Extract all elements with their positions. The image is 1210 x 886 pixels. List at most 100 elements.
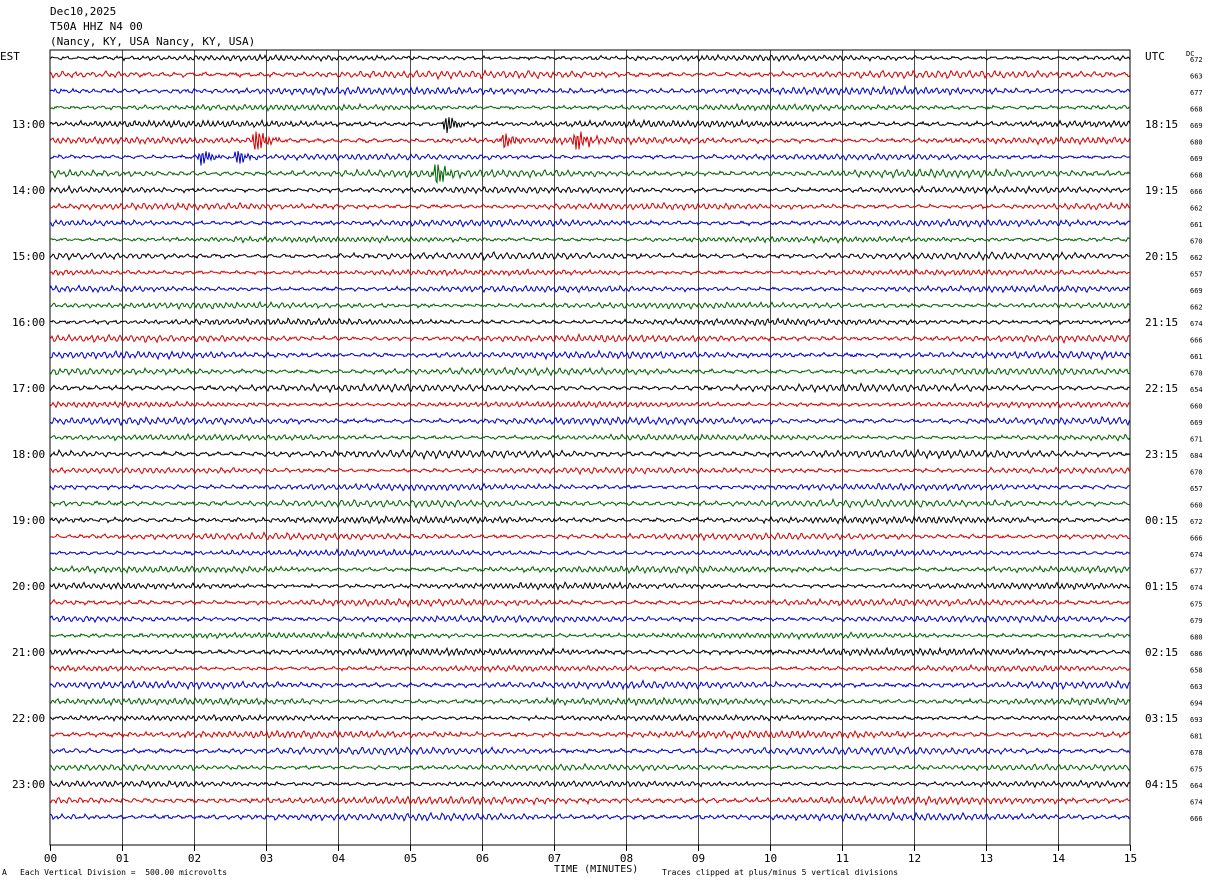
trace-7 xyxy=(49,164,1131,185)
x-tick-label-14: 14 xyxy=(1052,852,1066,865)
trace-19 xyxy=(49,366,1131,377)
x-tick-label-03: 03 xyxy=(260,852,273,865)
est-hour-label-2100: 21:00 xyxy=(12,646,45,659)
dc-offset-27: 660 xyxy=(1190,502,1203,510)
dc-offset-39: 694 xyxy=(1190,700,1203,708)
est-hour-label-1600: 16:00 xyxy=(12,316,45,329)
trace-8 xyxy=(49,184,1131,195)
dc-offset-18: 661 xyxy=(1190,353,1203,361)
dc-offset-26: 657 xyxy=(1190,485,1203,493)
trace-24 xyxy=(49,448,1131,461)
trace-40 xyxy=(49,713,1131,722)
trace-26 xyxy=(49,482,1131,492)
dc-offset-31: 677 xyxy=(1190,568,1203,576)
dc-offset-32: 674 xyxy=(1190,584,1203,592)
trace-43 xyxy=(49,762,1131,772)
trace-13 xyxy=(49,268,1131,277)
trace-25 xyxy=(49,466,1131,476)
trace-37 xyxy=(49,663,1131,673)
utc-hour-label-1815: 18:15 xyxy=(1145,118,1178,131)
dc-offset-4: 669 xyxy=(1190,122,1203,130)
dc-offset-23: 671 xyxy=(1190,436,1203,444)
clip-note: Traces clipped at plus/minus 5 vertical … xyxy=(662,868,899,877)
chart-location: (Nancy, KY, USA Nancy, KY, USA) xyxy=(50,35,256,48)
dc-offset-30: 674 xyxy=(1190,551,1203,559)
trace-38 xyxy=(49,679,1131,691)
trace-17 xyxy=(49,333,1131,345)
dc-offset-9: 662 xyxy=(1190,205,1203,213)
trace-23 xyxy=(49,432,1131,442)
right-timezone-label: UTC xyxy=(1145,50,1165,63)
utc-hour-label-2215: 22:15 xyxy=(1145,382,1178,395)
trace-16 xyxy=(49,317,1131,327)
trace-11 xyxy=(49,234,1131,245)
trace-3 xyxy=(49,102,1131,113)
dc-offset-24: 684 xyxy=(1190,452,1203,460)
trace-20 xyxy=(49,382,1131,394)
dc-offset-13: 657 xyxy=(1190,271,1203,279)
trace-44 xyxy=(49,779,1131,789)
dc-offset-41: 681 xyxy=(1190,733,1203,741)
left-timezone-label: EST xyxy=(0,50,20,63)
x-tick-label-10: 10 xyxy=(764,852,777,865)
trace-14 xyxy=(49,284,1131,294)
scale-note: Each Vertical Division = 500.00 microvol… xyxy=(20,868,228,877)
utc-hour-label-0115: 01:15 xyxy=(1145,580,1178,593)
x-tick-label-08: 08 xyxy=(620,852,633,865)
dc-offset-header: DC xyxy=(1186,50,1195,58)
dc-offset-40: 693 xyxy=(1190,716,1203,724)
x-tick-label-09: 09 xyxy=(692,852,705,865)
dc-offset-46: 666 xyxy=(1190,815,1203,823)
est-hour-label-1800: 18:00 xyxy=(12,448,45,461)
utc-hour-label-1915: 19:15 xyxy=(1145,184,1178,197)
trace-42 xyxy=(49,745,1131,756)
dc-offset-19: 670 xyxy=(1190,370,1203,378)
trace-6 xyxy=(49,150,1131,166)
trace-12 xyxy=(49,250,1131,262)
dc-offset-8: 666 xyxy=(1190,188,1203,196)
x-tick-label-00: 00 xyxy=(44,852,57,865)
trace-21 xyxy=(49,400,1130,409)
chart-channel: T50A HHZ N4 00 xyxy=(50,20,143,33)
trace-18 xyxy=(49,349,1131,361)
trace-31 xyxy=(49,564,1131,575)
trace-2 xyxy=(49,84,1131,97)
trace-22 xyxy=(49,415,1131,427)
trace-1 xyxy=(49,68,1131,81)
dc-offset-17: 666 xyxy=(1190,337,1203,345)
utc-hour-label-0415: 04:15 xyxy=(1145,778,1178,791)
dc-offset-3: 668 xyxy=(1190,106,1203,114)
utc-hour-label-2115: 21:15 xyxy=(1145,316,1178,329)
dc-offset-44: 664 xyxy=(1190,782,1203,790)
trace-32 xyxy=(49,581,1131,591)
x-tick-label-01: 01 xyxy=(116,852,129,865)
trace-33 xyxy=(49,597,1131,608)
trace-45 xyxy=(49,795,1131,807)
trace-15 xyxy=(49,300,1131,311)
dc-offset-43: 675 xyxy=(1190,766,1203,774)
dc-offset-36: 686 xyxy=(1190,650,1203,658)
trace-34 xyxy=(49,614,1131,624)
est-hour-label-1300: 13:00 xyxy=(12,118,45,131)
est-hour-label-2300: 23:00 xyxy=(12,778,45,791)
x-tick-label-12: 12 xyxy=(908,852,921,865)
trace-9 xyxy=(49,201,1131,211)
est-hour-label-1400: 14:00 xyxy=(12,184,45,197)
x-tick-label-06: 06 xyxy=(476,852,489,865)
est-hour-label-1900: 19:00 xyxy=(12,514,45,527)
dc-offset-2: 677 xyxy=(1190,89,1203,97)
x-tick-label-04: 04 xyxy=(332,852,346,865)
dc-offset-42: 678 xyxy=(1190,749,1203,757)
est-hour-label-2000: 20:00 xyxy=(12,580,45,593)
utc-hour-label-2015: 20:15 xyxy=(1145,250,1178,263)
est-hour-label-1700: 17:00 xyxy=(12,382,45,395)
dc-offset-16: 674 xyxy=(1190,320,1203,328)
utc-hour-label-0215: 02:15 xyxy=(1145,646,1178,659)
dc-offset-12: 662 xyxy=(1190,254,1203,262)
plot-frame xyxy=(49,49,1131,846)
x-tick-label-05: 05 xyxy=(404,852,417,865)
trace-0 xyxy=(49,53,1131,63)
utc-hour-label-0315: 03:15 xyxy=(1145,712,1178,725)
dc-offset-11: 670 xyxy=(1190,238,1203,246)
